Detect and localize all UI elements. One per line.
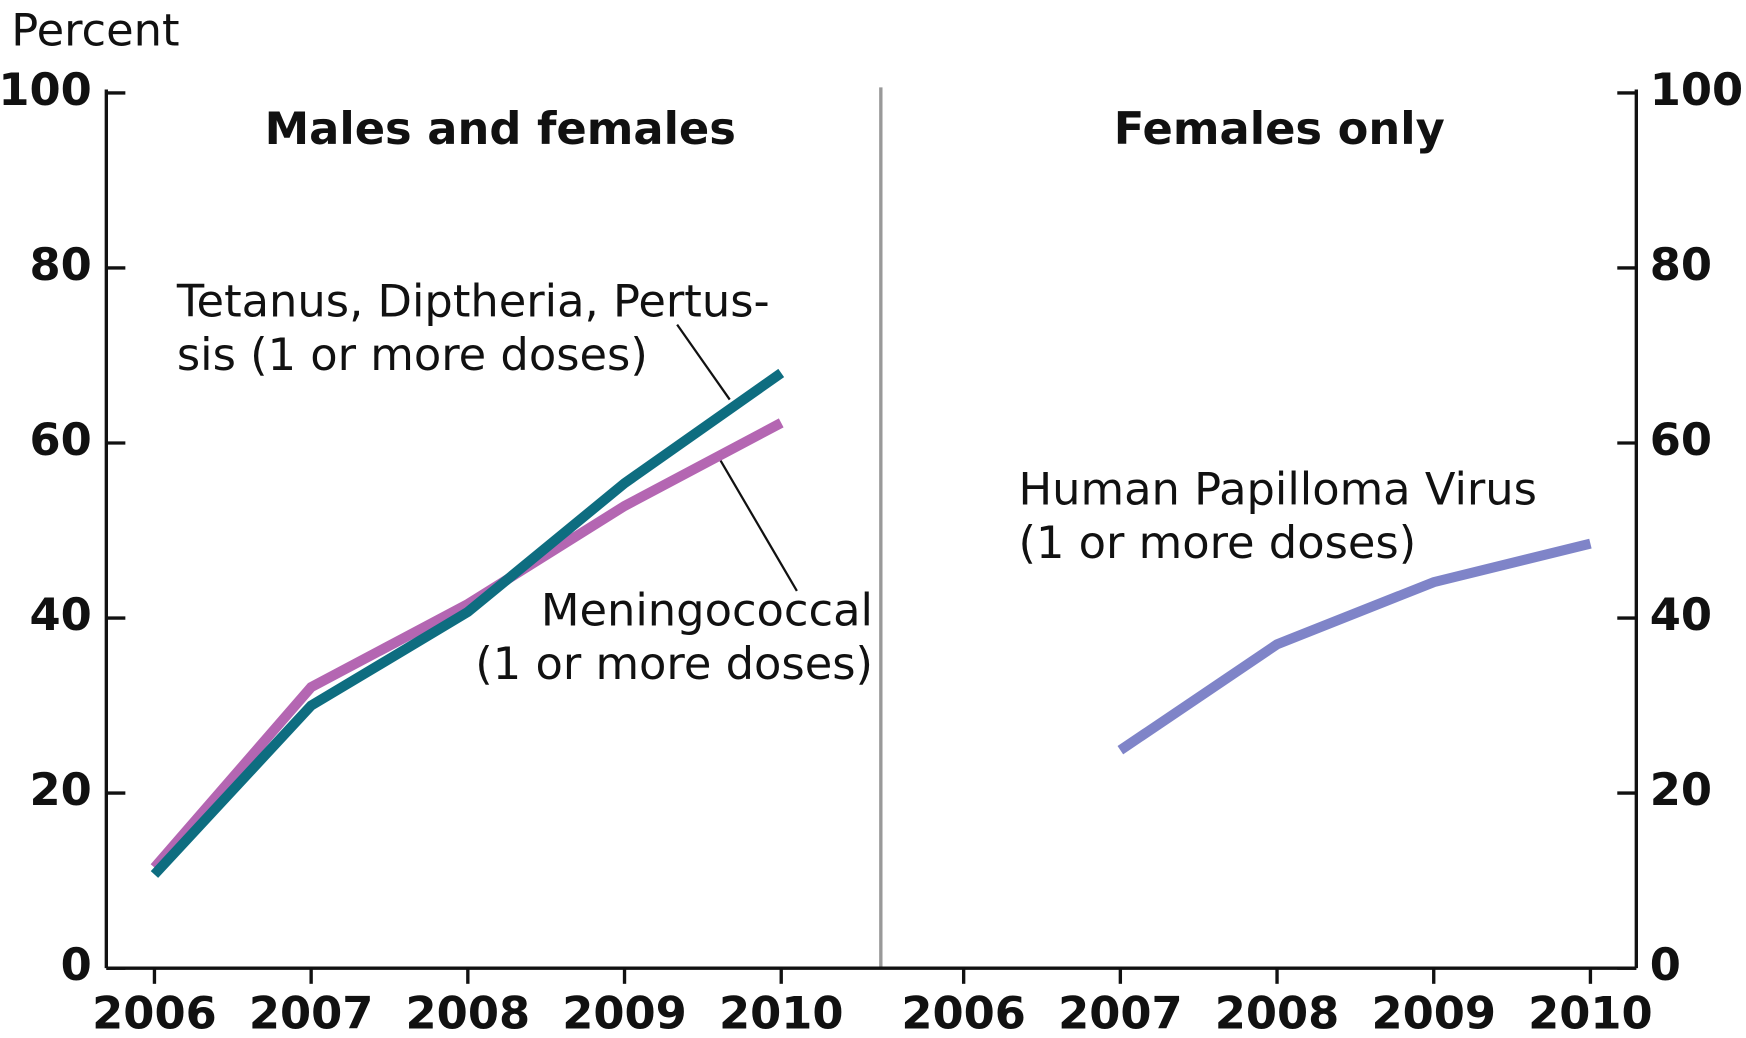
y-tick-label: 40	[1650, 588, 1712, 641]
y-tick-label: 60	[29, 413, 91, 466]
y-axis-label: Percent	[11, 4, 179, 57]
y-tick-label: 60	[1650, 413, 1712, 466]
x-tick-label: 2010	[719, 986, 844, 1038]
y-tick-label: 100	[1650, 63, 1743, 116]
series-label: Tetanus, Diptheria, Pertus-sis (1 or mor…	[176, 274, 770, 381]
y-tick-label: 0	[61, 938, 92, 991]
series-line	[1117, 538, 1592, 755]
leader-line	[676, 323, 731, 401]
series-label: Human Papilloma Virus (1 or more doses)	[1019, 462, 1537, 569]
x-tick-label: 2007	[1058, 986, 1183, 1038]
panel-title: Males and females	[265, 102, 736, 155]
series-line	[150, 418, 784, 871]
x-tick-label: 2008	[1215, 986, 1340, 1038]
y-tick-label: 40	[29, 588, 91, 641]
y-tick-label: 0	[1650, 938, 1681, 991]
x-tick-label: 2010	[1528, 986, 1653, 1038]
x-tick-label: 2006	[901, 986, 1026, 1038]
y-tick-label: 100	[0, 63, 92, 116]
x-tick-label: 2008	[406, 986, 531, 1038]
x-tick-label: 2007	[249, 986, 374, 1038]
series-label: Meningococcal (1 or more doses)	[475, 583, 873, 690]
y-tick-label: 80	[1650, 238, 1712, 291]
leader-line	[715, 452, 798, 592]
y-tick-label: 80	[29, 238, 91, 291]
panel-title: Females only	[1114, 102, 1445, 155]
x-tick-label: 2009	[1371, 986, 1496, 1038]
series-line	[150, 368, 785, 878]
y-tick-label: 20	[1650, 763, 1712, 816]
y-tick-label: 20	[29, 763, 91, 816]
x-tick-label: 2006	[92, 986, 217, 1038]
x-tick-label: 2009	[562, 986, 687, 1038]
